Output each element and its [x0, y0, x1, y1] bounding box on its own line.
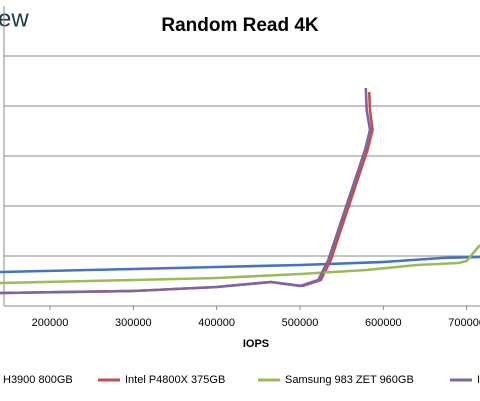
- x-axis-label: IOPS: [243, 338, 269, 350]
- x-tick-label: 400000: [198, 317, 235, 329]
- x-tick-label: 200000: [32, 317, 69, 329]
- x-tick-label: 300000: [115, 317, 152, 329]
- series-line: [0, 87, 372, 295]
- chart-title: Random Read 4K: [161, 15, 319, 36]
- series-line: [0, 255, 480, 274]
- series-line: [0, 244, 480, 285]
- legend-label: I: [477, 374, 480, 386]
- logo: ew: [0, 5, 29, 32]
- x-tick-label: 700000: [448, 317, 480, 329]
- legend-label: Intel P4800X 375GB: [125, 374, 225, 386]
- x-tick-label: 600000: [365, 317, 402, 329]
- x-tick-label: 500000: [282, 317, 319, 329]
- series-line: [0, 91, 374, 295]
- legend-label: H3900 800GB: [3, 374, 73, 386]
- legend-label: Samsung 983 ZET 960GB: [285, 374, 414, 386]
